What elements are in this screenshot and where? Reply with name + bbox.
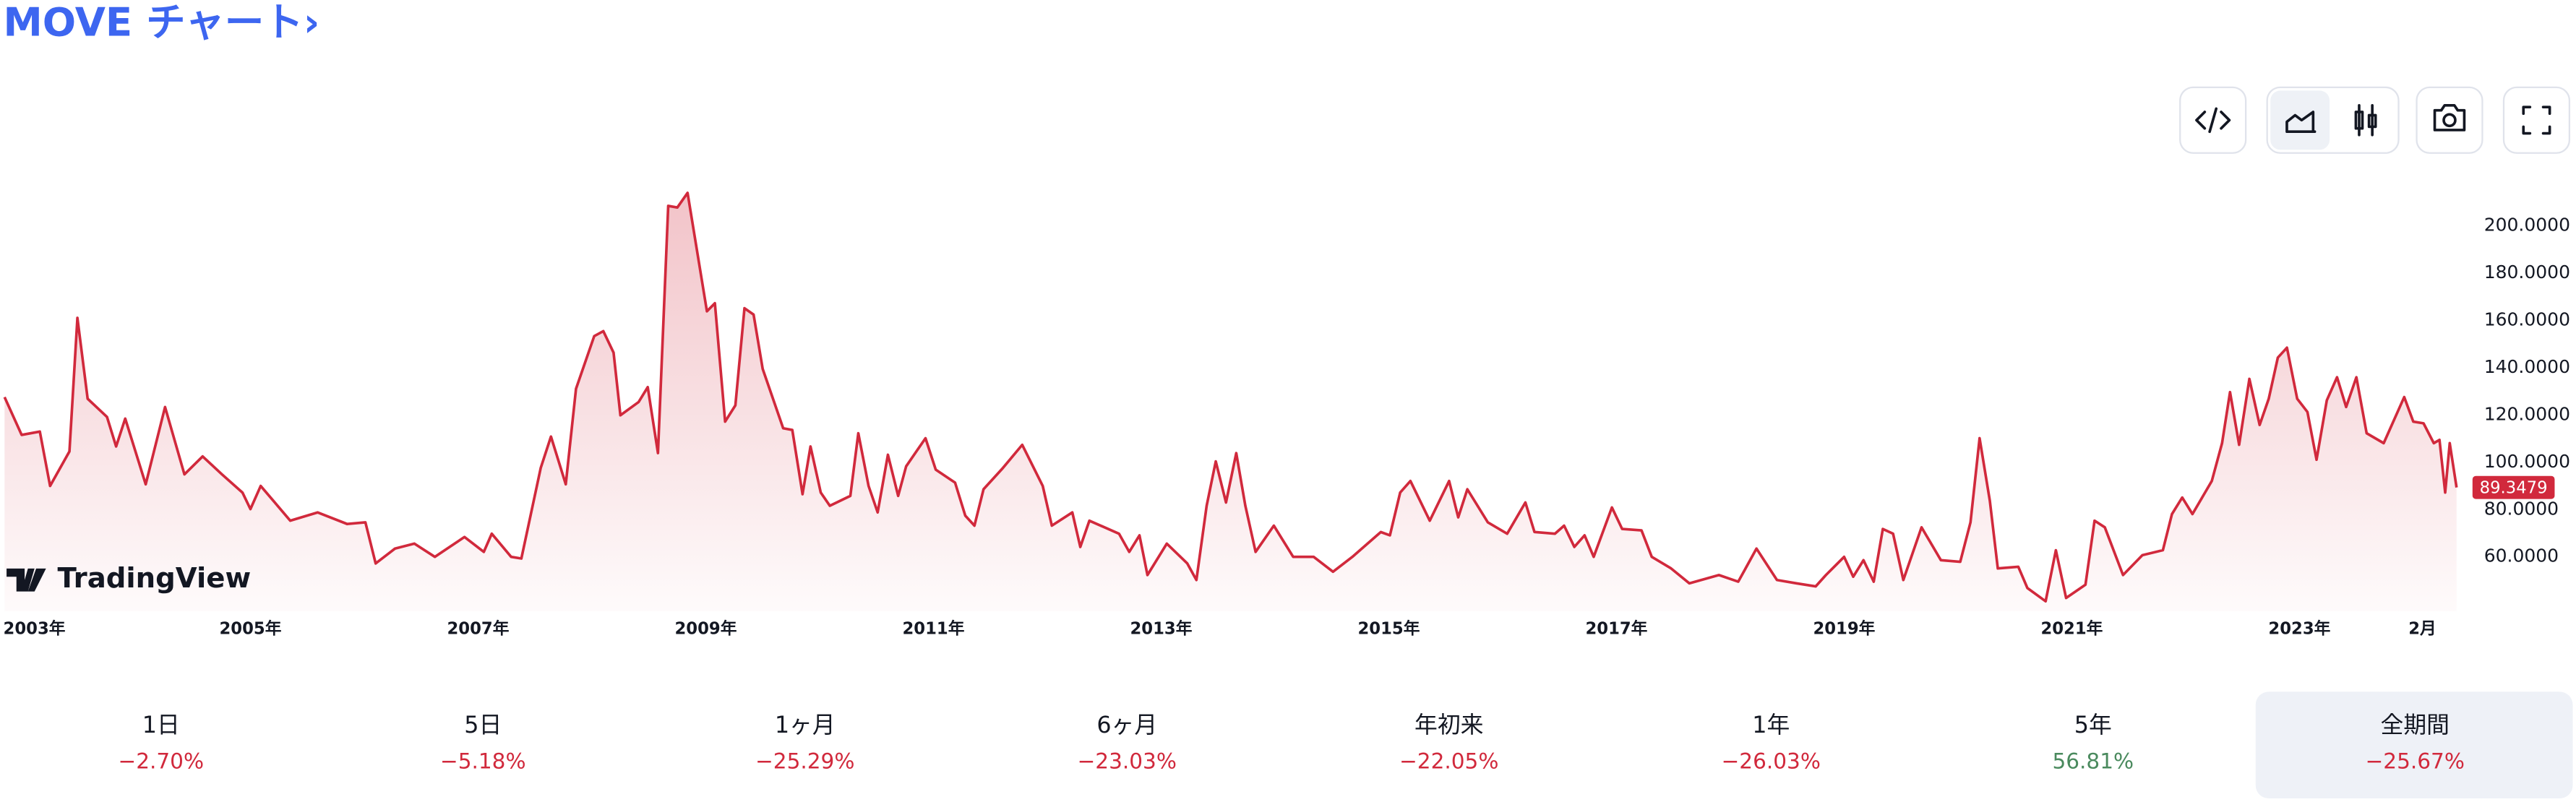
y-tick-label: 120.0000 (2484, 403, 2570, 424)
period-tab[interactable] (1, 691, 319, 798)
y-tick-label: 80.0000 (2484, 498, 2559, 519)
fullscreen-icon (2522, 105, 2551, 135)
x-tick-label: 2月 (2408, 619, 2437, 638)
x-tick-label: 2009年 (674, 618, 737, 638)
page-title[interactable]: MOVE チャート› (4, 0, 320, 46)
toolbar (2179, 86, 2571, 154)
x-tick-label: 2011年 (902, 618, 964, 638)
embed-icon (2195, 107, 2231, 134)
y-tick-label: 180.0000 (2484, 262, 2570, 283)
period-label: 5年 (2074, 711, 2112, 738)
plot-area: 60.0000 80.0000 100.0000 120.0000 140.0000 16… (3, 191, 2570, 638)
period-tab[interactable] (968, 691, 1285, 798)
last-price-label: 89.3479 (2480, 478, 2548, 497)
period-tab[interactable] (645, 691, 963, 798)
period-change: −22.05% (1399, 749, 1498, 774)
x-tick-label: 2005年 (220, 618, 282, 638)
period-tab[interactable] (324, 691, 641, 798)
period-change: −5.18% (440, 749, 526, 774)
x-tick-label: 2021年 (2040, 618, 2103, 638)
period-bar: 1日 −2.70% 5日 −5.18% 1ヶ月 −25.29% 6ヶ月 −23.03% 年初来 −… (1, 691, 2573, 799)
y-tick-label: 200.0000 (2484, 215, 2570, 236)
watermark: TradingView (7, 562, 251, 595)
period-label: 全期間 (2381, 711, 2450, 738)
camera-icon (2433, 104, 2466, 131)
period-change: −2.70% (118, 749, 204, 774)
last-price-badge (2472, 475, 2555, 499)
period-tab[interactable] (1289, 691, 1607, 798)
period-label: 年初来 (1414, 711, 1483, 738)
period-label: 1日 (142, 711, 180, 738)
camera-lens (2442, 113, 2457, 128)
period-active-bg (2255, 691, 2573, 799)
x-tick-label: 2019年 (1813, 618, 1875, 638)
x-tick-label: 2017年 (1585, 618, 1647, 638)
y-tick-label: 140.0000 (2484, 356, 2570, 377)
period-label: 1ヶ月 (775, 711, 836, 738)
fullscreen-button[interactable] (2502, 86, 2571, 154)
y-tick-label: 100.0000 (2484, 451, 2570, 472)
period-label: 5日 (464, 711, 502, 738)
logo-text: TradingView (58, 562, 252, 595)
price-line (3, 191, 2458, 603)
x-tick-label: 2023年 (2268, 618, 2330, 638)
x-tick-label: 2007年 (447, 618, 510, 638)
snapshot-button[interactable] (2416, 86, 2483, 154)
x-tick-label: 2013年 (1130, 618, 1192, 638)
area-icon (2285, 111, 2317, 134)
y-tick-label: 160.0000 (2484, 309, 2570, 330)
period-label: 6ヶ月 (1096, 711, 1157, 738)
area-fill (4, 192, 2457, 611)
y-tick-label: 60.0000 (2484, 546, 2559, 566)
period-change: 56.81% (2052, 749, 2134, 774)
period-change: −23.03% (1078, 749, 1177, 774)
period-label: 1年 (1752, 711, 1790, 738)
x-tick-label: 2003年 (4, 618, 66, 638)
logo-mark (7, 568, 46, 592)
period-change: −25.29% (755, 749, 854, 774)
x-tick-label: 2015年 (1357, 618, 1420, 638)
period-change: −26.03% (1722, 749, 1821, 774)
candle-icon (2354, 104, 2377, 137)
period-change: −25.67% (2366, 749, 2465, 774)
period-tab[interactable] (2256, 691, 2573, 798)
period-tab[interactable] (1612, 691, 1929, 798)
period-tab[interactable] (1933, 691, 2251, 798)
